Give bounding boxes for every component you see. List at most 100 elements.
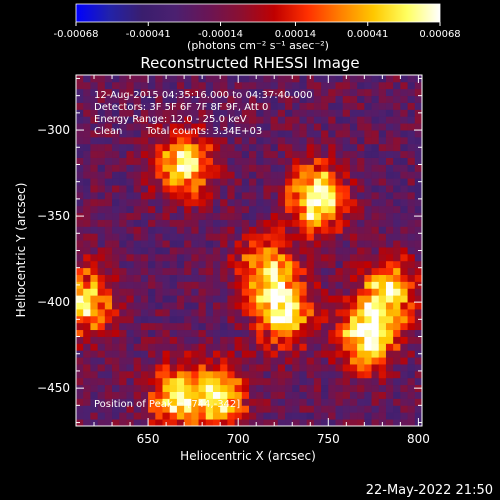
heatmap-cell (155, 391, 163, 399)
heatmap-cell (364, 357, 372, 365)
heatmap-cell (342, 219, 351, 227)
heatmap-cell (285, 123, 293, 131)
heatmap-cell (162, 212, 171, 220)
heatmap-cell (97, 143, 106, 152)
heatmap-cell (140, 150, 149, 158)
heatmap-cell (407, 116, 416, 124)
heatmap-cell (270, 130, 279, 138)
heatmap-cell (119, 81, 127, 90)
heatmap-cell (263, 81, 272, 90)
heatmap-cell (335, 185, 344, 193)
heatmap-cell (241, 315, 250, 324)
heatmap-cell (97, 295, 106, 303)
heatmap-cell (112, 329, 120, 337)
heatmap-cell (385, 370, 394, 379)
heatmap-cell (407, 322, 416, 331)
heatmap-cell (184, 75, 192, 83)
heatmap-cell (393, 75, 401, 83)
heatmap-cell (378, 412, 387, 420)
heatmap-cell (140, 88, 149, 97)
heatmap-cell (378, 205, 387, 214)
heatmap-cell (328, 212, 336, 220)
heatmap-cell (371, 95, 380, 103)
heatmap-cell (112, 398, 120, 406)
heatmap-cell (140, 240, 149, 248)
heatmap-cell (285, 343, 293, 351)
heatmap-cell (342, 322, 351, 331)
heatmap-cell (342, 240, 351, 248)
heatmap-cell (205, 260, 214, 269)
heatmap-cell (234, 130, 243, 138)
heatmap-cell (393, 178, 401, 186)
heatmap-cell (371, 315, 380, 324)
heatmap-cell (112, 288, 120, 296)
heatmap-cell (90, 143, 99, 152)
heatmap-cell (277, 192, 286, 200)
heatmap-cell (148, 226, 156, 234)
heatmap-cell (176, 212, 185, 220)
heatmap-cell (342, 295, 351, 303)
heatmap-cell (313, 260, 322, 269)
heatmap-cell (104, 240, 113, 248)
heatmap-cell (133, 205, 142, 214)
heatmap-cell (321, 315, 329, 324)
heatmap-cell (83, 350, 91, 358)
heatmap-cell (76, 377, 84, 386)
heatmap-cell (357, 171, 365, 179)
heatmap-cell (393, 350, 401, 358)
heatmap-cell (198, 81, 207, 90)
heatmap-cell (364, 157, 372, 165)
colorbar-tick-label: -0.00068 (54, 29, 99, 40)
heatmap-cell (112, 157, 120, 165)
heatmap-cell (140, 384, 149, 392)
heatmap-cell (133, 364, 142, 372)
heatmap-cell (119, 412, 127, 420)
heatmap-cell (169, 157, 178, 165)
heatmap-cell (241, 343, 250, 351)
heatmap-cell (321, 398, 329, 406)
heatmap-cell (148, 143, 156, 152)
heatmap-cell (277, 116, 286, 124)
heatmap-cell (256, 274, 264, 282)
heatmap-cell (227, 109, 235, 117)
heatmap-cell (119, 164, 127, 172)
heatmap-cell (277, 281, 286, 289)
heatmap-cell (357, 336, 365, 344)
heatmap-cell (184, 253, 192, 262)
heatmap-cell (169, 102, 178, 110)
heatmap-cell (112, 212, 120, 220)
heatmap-cell (155, 384, 163, 392)
heatmap-cell (328, 350, 336, 358)
heatmap-cell (169, 178, 178, 186)
heatmap-cell (104, 364, 113, 372)
heatmap-cell (256, 295, 264, 303)
heatmap-cell (126, 185, 135, 193)
heatmap-cell (313, 288, 322, 296)
heatmap-cell (234, 198, 243, 207)
y-axis-label: Heliocentric Y (arcsec) (14, 183, 28, 318)
heatmap-cell (90, 357, 99, 365)
heatmap-cell (104, 205, 113, 214)
heatmap-cell (112, 130, 120, 138)
heatmap-cell (342, 192, 351, 200)
heatmap-cell (277, 302, 286, 310)
heatmap-cell (313, 226, 322, 234)
heatmap-cell (112, 274, 120, 282)
heatmap-cell (349, 357, 358, 365)
heatmap-cell (249, 116, 257, 124)
heatmap-cell (285, 315, 293, 324)
heatmap-cell (263, 178, 272, 186)
heatmap-cell (155, 75, 163, 83)
heatmap-cell (176, 130, 185, 138)
heatmap-cell (220, 350, 228, 358)
heatmap-cell (140, 157, 149, 165)
heatmap-cell (328, 81, 336, 90)
heatmap-cell (148, 95, 156, 103)
heatmap-cell (306, 240, 315, 248)
heatmap-cell (393, 336, 401, 344)
heatmap-cell (349, 260, 358, 269)
heatmap-cell (249, 212, 257, 220)
heatmap-cell (126, 198, 135, 207)
heatmap-cell (407, 343, 416, 351)
heatmap-cell (357, 185, 365, 193)
